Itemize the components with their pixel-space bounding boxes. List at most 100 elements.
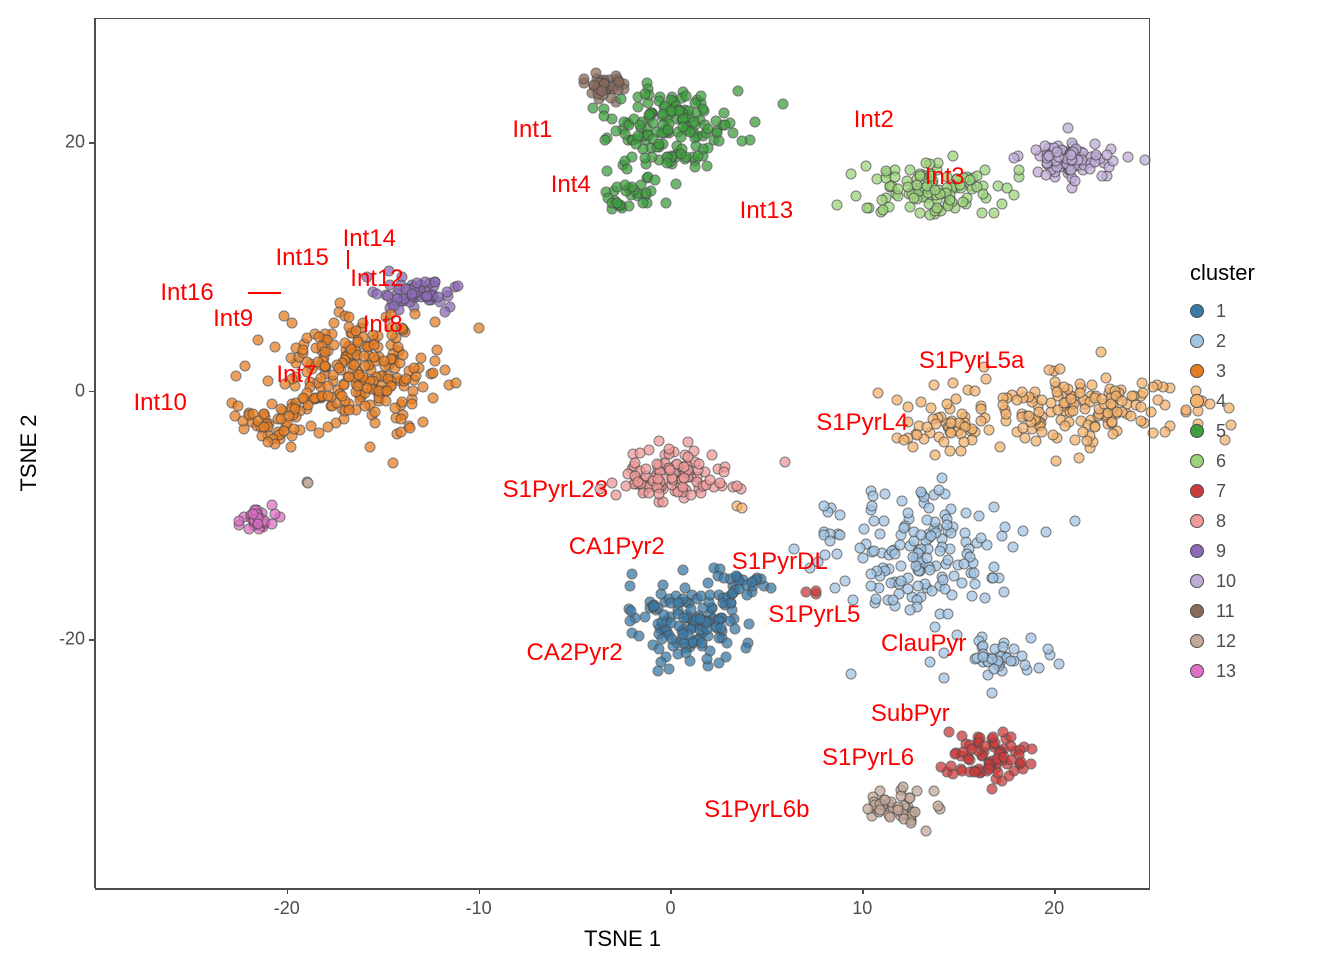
scatter-point: [947, 378, 958, 389]
scatter-point: [1008, 643, 1019, 654]
scatter-point: [663, 443, 674, 454]
scatter-point: [893, 805, 904, 816]
y-tick: [89, 142, 95, 144]
scatter-point: [921, 825, 932, 836]
scatter-point: [804, 563, 815, 574]
scatter-point: [922, 553, 933, 564]
scatter-point: [635, 120, 646, 131]
scatter-point: [879, 488, 890, 499]
y-tick-label: 20: [55, 132, 85, 153]
scatter-point: [695, 614, 706, 625]
scatter-point: [877, 205, 888, 216]
scatter-point: [1073, 452, 1084, 463]
scatter-point: [405, 423, 416, 434]
legend-item: 5: [1190, 416, 1255, 446]
scatter-point: [945, 760, 956, 771]
scatter-point: [340, 337, 351, 348]
scatter-point: [865, 580, 876, 591]
scatter-point: [588, 80, 599, 91]
scatter-point: [979, 593, 990, 604]
scatter-point: [679, 473, 690, 484]
scatter-point: [874, 528, 885, 539]
scatter-point: [938, 437, 949, 448]
scatter-point: [690, 162, 701, 173]
scatter-point: [651, 459, 662, 470]
scatter-point: [1016, 387, 1027, 398]
legend-swatch: [1190, 304, 1204, 318]
scatter-point: [920, 157, 931, 168]
annotation-leader: [347, 250, 349, 269]
scatter-point: [661, 158, 672, 169]
scatter-point: [383, 290, 394, 301]
scatter-point: [648, 601, 659, 612]
scatter-point: [904, 604, 915, 615]
scatter-point: [922, 515, 933, 526]
scatter-point: [701, 161, 712, 172]
scatter-point: [1041, 170, 1052, 181]
scatter-point: [969, 568, 980, 579]
scatter-point: [879, 794, 890, 805]
scatter-point: [410, 308, 421, 319]
scatter-point: [440, 307, 451, 318]
legend-item: 11: [1190, 596, 1255, 626]
scatter-point: [1159, 426, 1170, 437]
scatter-point: [714, 477, 725, 488]
scatter-point: [997, 399, 1008, 410]
scatter-point: [1123, 151, 1134, 162]
scatter-point: [988, 663, 999, 674]
scatter-point: [909, 536, 920, 547]
scatter-point: [1036, 426, 1047, 437]
scatter-point: [967, 591, 978, 602]
scatter-point: [902, 401, 913, 412]
scatter-point: [333, 363, 344, 374]
scatter-point: [473, 323, 484, 334]
scatter-point: [921, 422, 932, 433]
x-tick-label: 20: [1044, 898, 1064, 919]
y-axis-line: [94, 18, 96, 888]
scatter-point: [840, 575, 851, 586]
scatter-point: [387, 458, 398, 469]
scatter-point: [676, 132, 687, 143]
scatter-point: [810, 585, 821, 596]
scatter-point: [654, 488, 665, 499]
scatter-point: [253, 519, 264, 530]
scatter-point: [1020, 432, 1031, 443]
scatter-point: [689, 117, 700, 128]
scatter-point: [725, 615, 736, 626]
scatter-point: [370, 417, 381, 428]
scatter-point: [386, 330, 397, 341]
scatter-point: [923, 502, 934, 513]
scatter-point: [655, 588, 666, 599]
scatter-point: [868, 490, 879, 501]
scatter-point: [654, 138, 665, 149]
scatter-point: [973, 511, 984, 522]
scatter-point: [252, 334, 263, 345]
scatter-point: [233, 515, 244, 526]
scatter-point: [938, 574, 949, 585]
scatter-point: [611, 198, 622, 209]
scatter-point: [908, 551, 919, 562]
scatter-point: [903, 416, 914, 427]
scatter-point: [984, 424, 995, 435]
scatter-point: [866, 500, 877, 511]
scatter-point: [941, 520, 952, 531]
scatter-point: [365, 442, 376, 453]
scatter-point: [663, 125, 674, 136]
scatter-point: [747, 577, 758, 588]
scatter-point: [941, 398, 952, 409]
legend-item: 1: [1190, 296, 1255, 326]
scatter-point: [279, 378, 290, 389]
legend-swatch: [1190, 334, 1204, 348]
scatter-point: [944, 727, 955, 738]
scatter-point: [620, 179, 631, 190]
scatter-point: [1152, 394, 1163, 405]
scatter-point: [977, 188, 988, 199]
scatter-point: [1008, 541, 1019, 552]
scatter-point: [904, 164, 915, 175]
scatter-point: [634, 448, 645, 459]
scatter-point: [661, 197, 672, 208]
scatter-point: [929, 185, 940, 196]
scatter-point: [1074, 387, 1085, 398]
scatter-point: [863, 804, 874, 815]
scatter-point: [262, 376, 273, 387]
